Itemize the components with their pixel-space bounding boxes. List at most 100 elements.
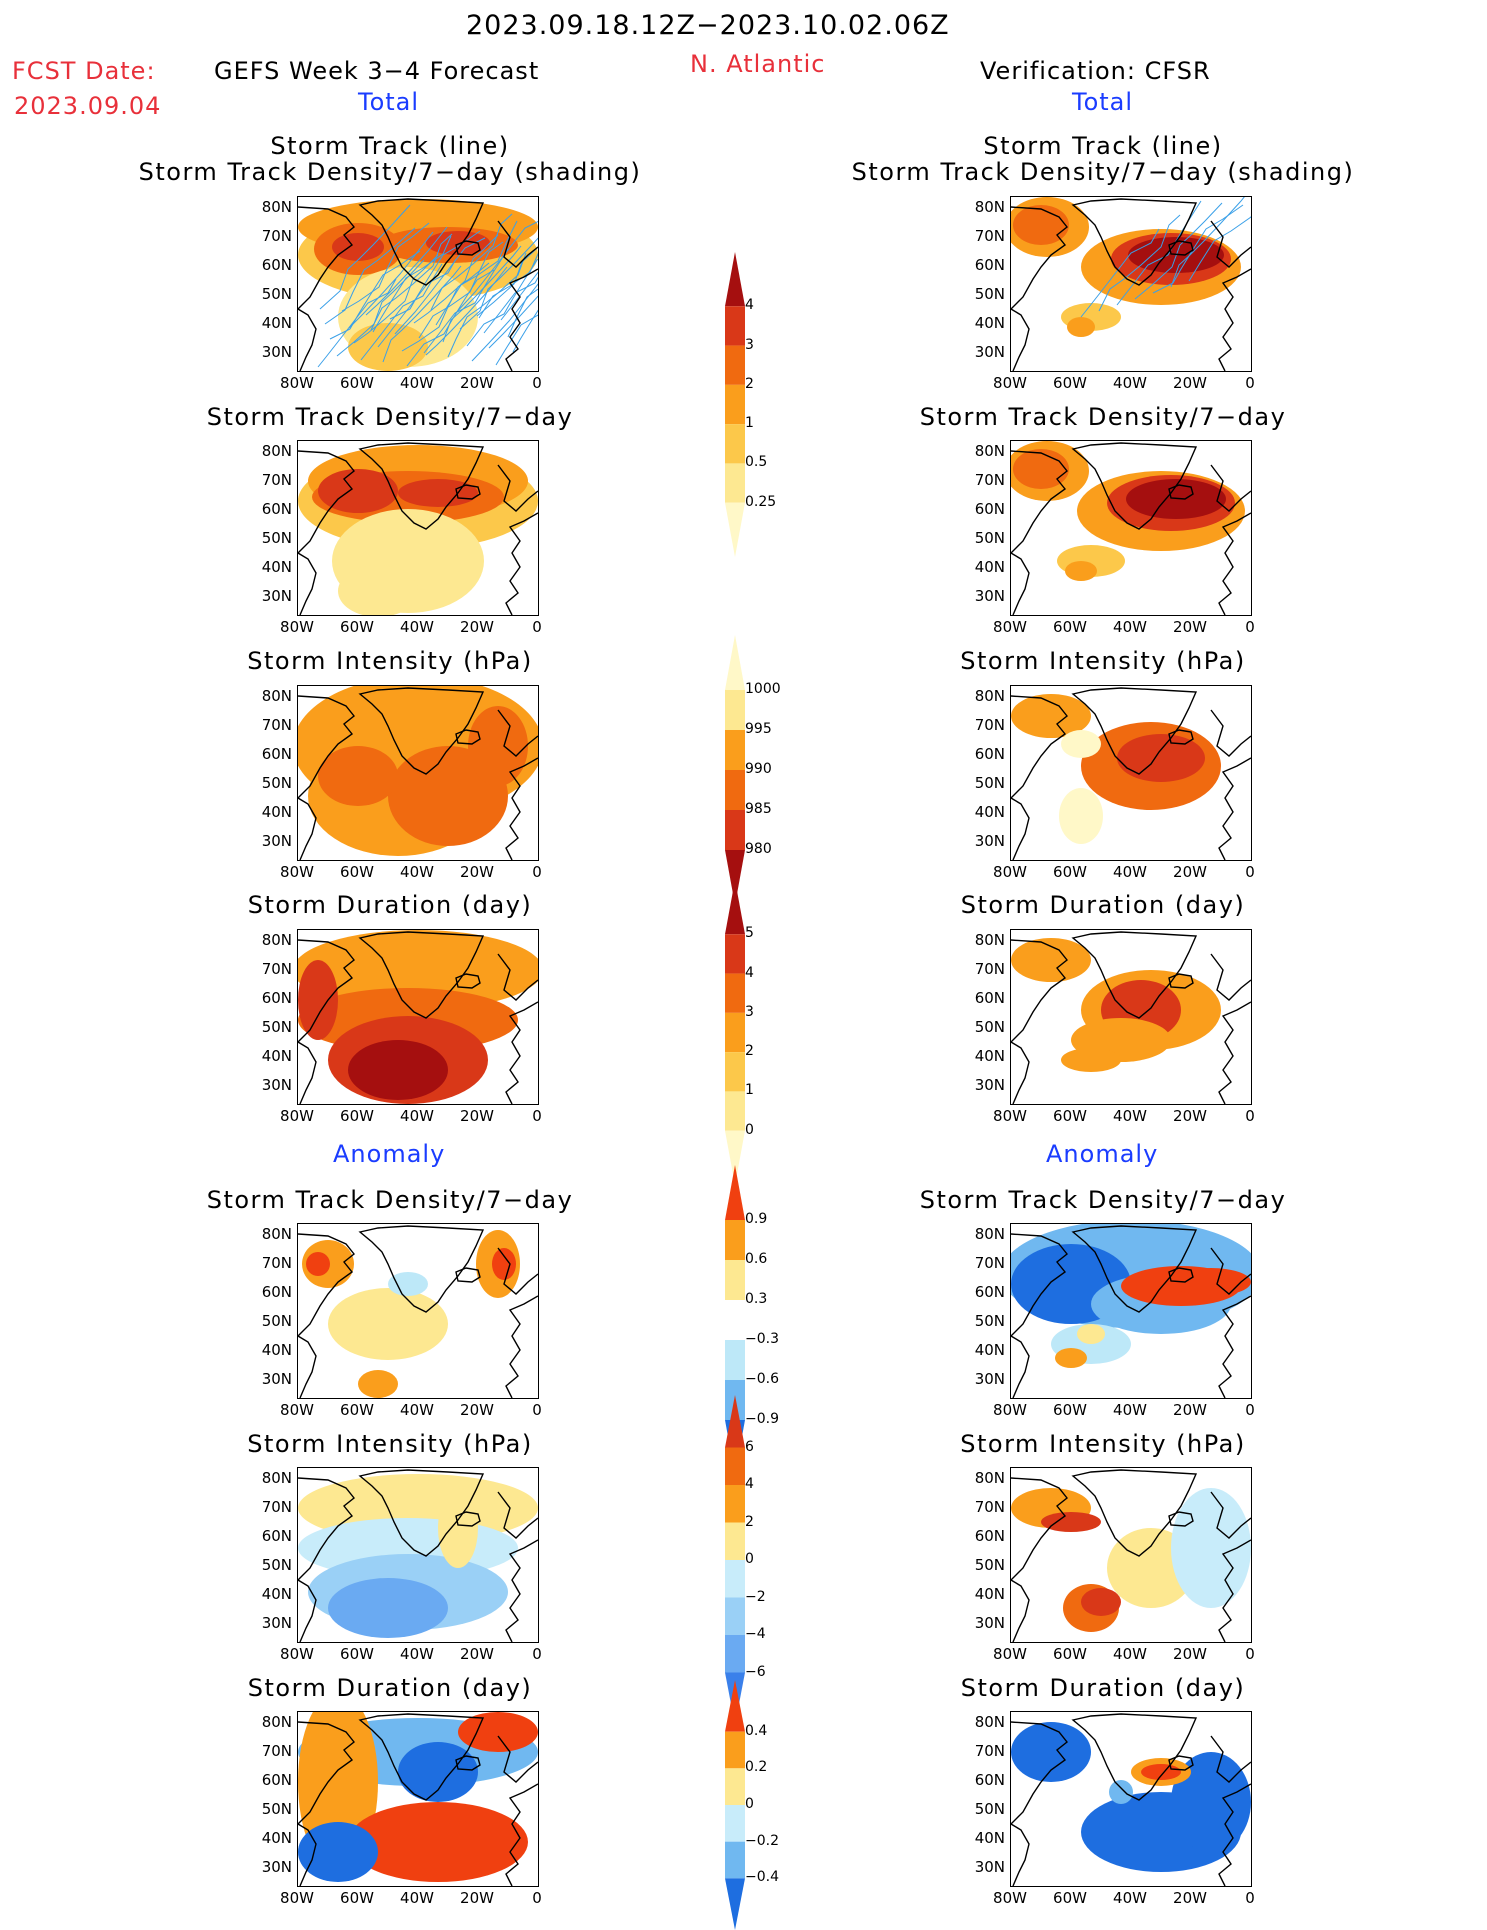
map-panel-intensity-anom-left	[297, 1467, 539, 1643]
coastline-track-right	[1011, 198, 1251, 371]
lat-label: 70N	[974, 1254, 1005, 1272]
lat-label: 40N	[974, 1585, 1005, 1603]
colorbar-label: −0.3	[745, 1331, 779, 1347]
lat-label: 30N	[261, 1076, 292, 1094]
coastline	[358, 198, 485, 286]
coastline	[1011, 1041, 1030, 1104]
lon-label: 0	[532, 1889, 542, 1907]
lon-label: 40W	[1113, 1107, 1147, 1125]
map-density-right	[1011, 441, 1251, 615]
period-title: 2023.09.18.12Z−2023.10.02.06Z	[466, 10, 950, 41]
lat-label: 30N	[261, 343, 292, 361]
coastline	[497, 953, 538, 1001]
coastline	[358, 1469, 485, 1557]
storm-track-line	[478, 252, 538, 319]
storm-track-line	[360, 263, 443, 361]
colorbar-segment	[725, 810, 745, 850]
lon-label: 20W	[460, 374, 494, 392]
lat-label: 30N	[261, 832, 292, 850]
lon-label: 20W	[1173, 863, 1207, 881]
lat-label: 40N	[974, 1047, 1005, 1065]
colorbar-label: −4	[745, 1626, 766, 1642]
colorbar-label: 980	[745, 841, 772, 857]
storm-track-line	[418, 241, 504, 339]
title-density-right: Storm Track Density/7−day	[919, 403, 1287, 431]
colorbar-label: 2	[745, 375, 754, 392]
lat-label: 30N	[974, 587, 1005, 605]
lat-label: 50N	[974, 1018, 1005, 1036]
map-intensity-anom-right	[1011, 1469, 1251, 1642]
map-panel-track-left	[297, 196, 539, 372]
storm-track-line	[406, 269, 495, 367]
coastline	[455, 240, 481, 256]
storm-track-line	[353, 254, 439, 344]
colorbar-segment	[725, 1485, 745, 1523]
lat-label: 70N	[261, 960, 292, 978]
shading-intensity-left	[298, 686, 538, 856]
lon-label: 60W	[1053, 374, 1087, 392]
coastline	[505, 268, 538, 371]
colorbar-segment	[725, 635, 745, 690]
storm-track-line	[495, 314, 538, 366]
colorbar-segment	[725, 384, 745, 425]
colorbar-label: 2	[745, 1513, 754, 1530]
shade-blob	[1171, 1752, 1251, 1852]
storm-track-line	[1170, 197, 1245, 288]
coastline	[298, 1579, 317, 1642]
lon-label: 80W	[993, 1107, 1027, 1125]
lat-label: 80N	[974, 1713, 1005, 1731]
colorbar-segment	[725, 1130, 745, 1185]
colorbar-segment	[725, 1447, 745, 1485]
storm-track-line	[413, 234, 499, 324]
verification-title: Verification: CFSR	[980, 57, 1211, 85]
title-duration-anom-left: Storm Duration (day)	[247, 1674, 533, 1702]
lon-label: 80W	[280, 374, 314, 392]
lat-label: 70N	[261, 716, 292, 734]
lat-label: 60N	[974, 256, 1005, 274]
shade-blob	[1117, 734, 1205, 782]
title-duration-right: Storm Duration (day)	[960, 891, 1246, 919]
shade-blob	[1171, 1268, 1251, 1296]
colorbar-label: 995	[745, 721, 772, 737]
model-title: GEFS Week 3−4 Forecast	[214, 57, 540, 85]
lat-label: 50N	[974, 1556, 1005, 1574]
lat-label: 50N	[261, 1800, 292, 1818]
colorbar-segment	[725, 1012, 745, 1053]
lon-label: 40W	[400, 374, 434, 392]
lon-label: 60W	[340, 1645, 374, 1663]
section-total-right: Total	[1072, 88, 1134, 116]
title-density-anom-right: Storm Track Density/7−day	[919, 1186, 1287, 1214]
lat-label: 30N	[261, 1370, 292, 1388]
colorbar-segment	[725, 1165, 745, 1220]
map-track-left	[298, 198, 538, 371]
map-density-anom-left	[298, 1225, 538, 1398]
lat-label: 40N	[261, 1341, 292, 1359]
lon-label: 60W	[1053, 1889, 1087, 1907]
title-intensity-anom-right: Storm Intensity (hPa)	[960, 1430, 1246, 1458]
colorbar-label: 985	[745, 801, 772, 817]
lat-label: 80N	[261, 442, 292, 460]
colorbar-segment	[725, 690, 745, 730]
shade-blob	[1061, 730, 1101, 758]
colorbar-label: −6	[745, 1663, 766, 1680]
coastline	[298, 1477, 355, 1581]
colorbar-segment	[725, 1768, 745, 1805]
colorbar-segment	[725, 1220, 745, 1260]
lat-label: 60N	[261, 745, 292, 763]
lon-label: 60W	[340, 1107, 374, 1125]
shade-blob	[468, 706, 528, 786]
lat-label: 80N	[261, 198, 292, 216]
storm-track-line	[442, 245, 522, 343]
lon-label: 0	[1245, 1107, 1255, 1125]
lat-label: 70N	[261, 1498, 292, 1516]
coastline	[1210, 709, 1251, 757]
shade-blob	[1055, 1348, 1087, 1368]
colorbar-label: 5	[745, 925, 754, 942]
colorbar-segment	[725, 1878, 745, 1930]
lat-label: 40N	[261, 314, 292, 332]
colorbar-label: 6	[745, 1438, 754, 1455]
coastline	[455, 1267, 481, 1283]
title-intensity-left: Storm Intensity (hPa)	[247, 647, 533, 675]
lat-label: 50N	[261, 1556, 292, 1574]
lon-label: 20W	[1173, 618, 1207, 636]
